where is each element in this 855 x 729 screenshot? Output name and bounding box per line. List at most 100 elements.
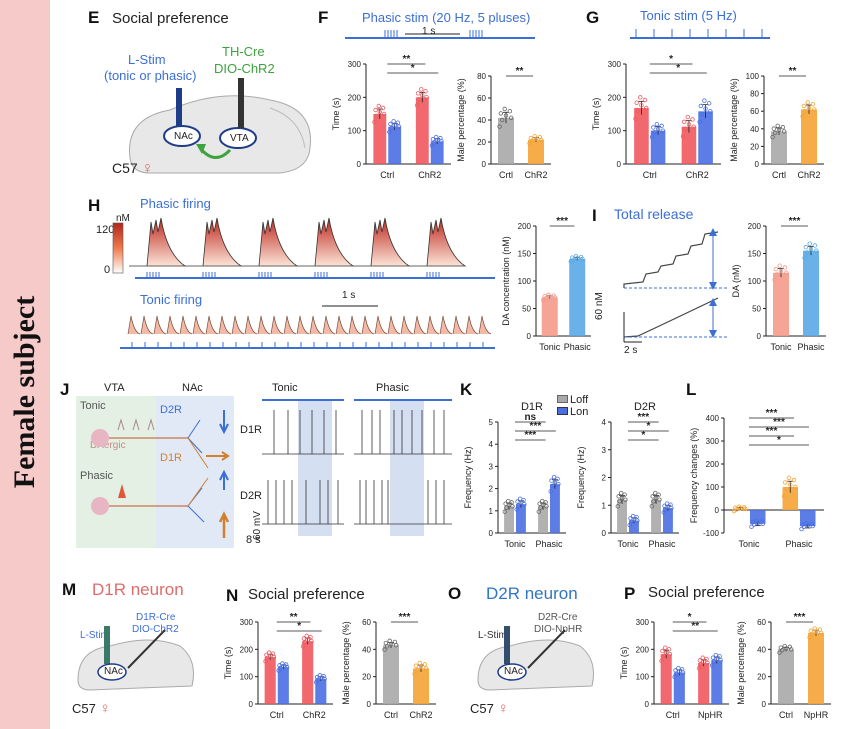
data-point (507, 109, 513, 114)
y-tick-label: 0 (489, 529, 494, 538)
data-point (818, 630, 824, 636)
panel-o-mouse: C57 ♀ (470, 700, 509, 717)
bar (430, 141, 444, 164)
y-tick-label: 200 (706, 460, 720, 469)
panel-m-dio: DIO-ChR2 (132, 624, 179, 635)
data-point (699, 111, 705, 117)
y-axis-label: Male percentage (%) (736, 621, 746, 705)
y-tick-label: 0 (482, 160, 487, 169)
data-point (396, 124, 402, 129)
data-point (622, 492, 627, 497)
legend-swatch-off (557, 395, 568, 403)
bar (651, 499, 661, 533)
data-point (813, 629, 819, 635)
bar (302, 641, 314, 704)
y-tick-label: 100 (636, 673, 650, 682)
data-point (680, 670, 686, 675)
panel-i-release-traces (623, 228, 728, 343)
panel-h-tonic-title: Tonic firing (140, 292, 203, 307)
data-point (691, 124, 696, 129)
y-axis-label: Time (s) (619, 647, 629, 680)
data-point (503, 113, 509, 118)
sig-label: * (411, 63, 415, 74)
data-point (629, 519, 634, 524)
y-tick-label: 40 (757, 645, 766, 654)
data-point (533, 136, 539, 142)
data-point (775, 123, 780, 129)
data-point (635, 518, 640, 523)
data-point (805, 523, 810, 528)
bar (504, 506, 514, 533)
panel-m-letter: M (62, 580, 77, 599)
bar (569, 259, 586, 336)
bar (516, 504, 526, 533)
data-point (700, 655, 705, 660)
data-point (651, 125, 656, 130)
tonic-peak (192, 315, 206, 335)
tonic-peak (348, 315, 362, 335)
data-point (638, 95, 643, 100)
data-point (710, 655, 716, 660)
tonic-peak (309, 315, 323, 335)
x-tick-label: Phasic (797, 342, 825, 352)
y-tick-label: 0 (755, 160, 760, 169)
data-point (615, 504, 620, 509)
sig-label: ns (524, 412, 536, 423)
data-point (659, 658, 664, 664)
data-point (284, 664, 290, 670)
data-point (776, 127, 782, 133)
data-point (772, 130, 778, 136)
x-tick-label: NpHR (804, 710, 829, 720)
data-point (617, 499, 622, 504)
tonic-peak (413, 315, 427, 335)
data-point (777, 650, 782, 655)
data-point (642, 97, 648, 103)
data-point (393, 643, 399, 648)
bar (660, 654, 672, 704)
data-point (805, 100, 810, 105)
tonic-peak (231, 315, 245, 335)
panel-l-letter: L (686, 380, 697, 399)
data-point (521, 497, 526, 503)
bar (277, 667, 289, 704)
bar (383, 645, 399, 704)
bar (698, 663, 710, 704)
x-tick-label: ChR2 (524, 170, 547, 180)
data-point (663, 506, 668, 512)
panel-k-letter: K (460, 380, 473, 399)
panel-i-title: Total release (614, 206, 694, 222)
data-point (672, 674, 677, 680)
y-tick-label: 40 (750, 125, 759, 134)
tonic-peak (335, 315, 349, 335)
data-point (423, 666, 429, 671)
x-tick-label: Crtl (772, 170, 786, 180)
sig-label: ** (516, 66, 524, 77)
y-tick-label: 100 (608, 127, 622, 136)
panel-n-title: Social preference (248, 586, 365, 603)
y-tick-label: 300 (706, 437, 720, 446)
data-point (702, 98, 707, 103)
female-symbol-icon: ♀ (141, 160, 154, 177)
data-point (418, 664, 424, 670)
panel-o-dio: DIO-NpHR (534, 624, 583, 635)
data-point (770, 134, 775, 140)
panel-m-title: D1R neuron (92, 580, 184, 599)
panel-h-phasic-trace (129, 217, 495, 279)
data-point (651, 499, 656, 504)
data-point (649, 134, 655, 140)
data-point (663, 645, 668, 650)
data-point (711, 659, 717, 664)
y-tick-label: 2 (602, 474, 607, 483)
bar (803, 250, 819, 336)
data-point (782, 643, 787, 649)
y-tick-label: 0 (249, 700, 254, 709)
sidebar-title: Female subject (8, 295, 41, 489)
data-point (800, 522, 805, 527)
data-point (698, 103, 704, 109)
data-point (552, 295, 558, 300)
tonic-peak (452, 315, 466, 335)
data-point (627, 522, 632, 528)
tonic-peak (218, 315, 232, 335)
bar (538, 506, 548, 533)
